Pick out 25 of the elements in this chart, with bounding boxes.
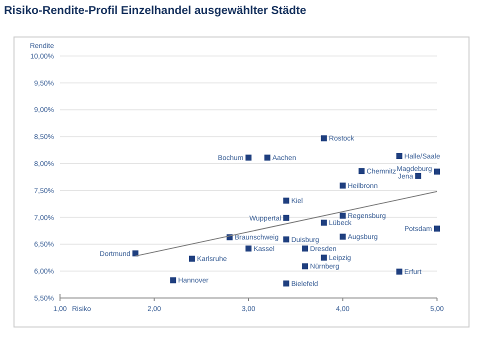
point — [320, 135, 327, 142]
point — [283, 280, 290, 286]
point — [246, 154, 252, 161]
point — [188, 256, 195, 262]
point — [302, 263, 308, 270]
point — [340, 234, 346, 240]
point — [396, 153, 402, 160]
point — [396, 268, 402, 275]
point — [246, 246, 252, 252]
point — [264, 154, 270, 161]
point — [320, 220, 327, 226]
point — [340, 182, 346, 189]
point — [283, 198, 290, 204]
point — [283, 236, 290, 242]
point — [434, 168, 440, 175]
point — [283, 214, 290, 221]
point — [302, 246, 308, 252]
point — [434, 226, 440, 232]
point — [170, 277, 176, 284]
point — [320, 254, 327, 261]
point — [358, 168, 365, 174]
point — [132, 250, 138, 256]
chart-title: Risiko-Rendite-Profil Einzelhandel ausgewählter Städte — [4, 5, 306, 17]
point — [340, 212, 346, 219]
point — [415, 172, 422, 179]
